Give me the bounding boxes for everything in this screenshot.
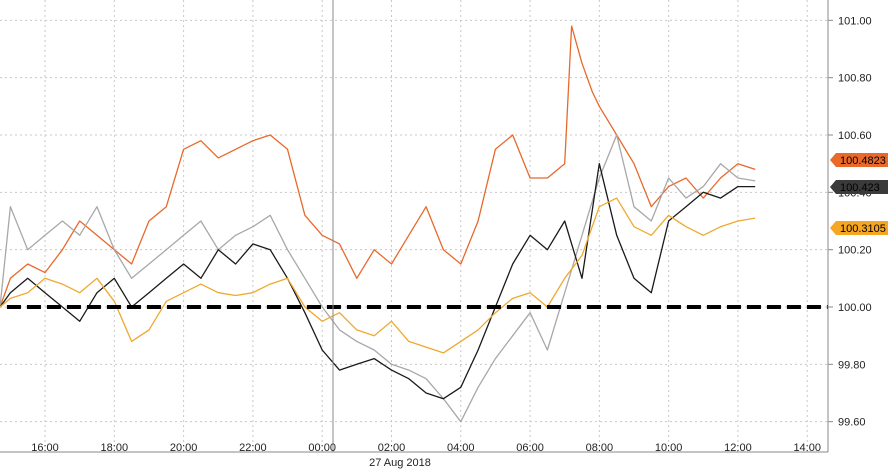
x-tick-label: 12:00 [724, 442, 752, 454]
tag-gold: 100.3105 [830, 221, 888, 235]
x-tick-label: 10:00 [655, 442, 683, 454]
series-line-3 [0, 197, 756, 354]
x-tick-label: 02:00 [378, 442, 406, 454]
y-tick-label: 100.60 [838, 130, 872, 142]
series-lines [0, 25, 756, 423]
tag-gold-label: 100.3105 [840, 223, 886, 235]
x-tick-label: 18:00 [101, 442, 129, 454]
y-tick-label: 100.00 [838, 302, 872, 314]
x-tick-label: 06:00 [516, 442, 544, 454]
date-label: 27 Aug 2018 [369, 457, 431, 469]
y-tick-label: 101.00 [838, 15, 872, 27]
x-tick-label: 08:00 [586, 442, 614, 454]
y-tick-label: 100.80 [838, 73, 872, 85]
tag-dark-shape [830, 180, 888, 194]
series-line-1 [0, 134, 756, 423]
series-line-0 [0, 25, 756, 308]
tag-orange-label: 100.4823 [840, 155, 886, 167]
x-tick-label: 22:00 [239, 442, 267, 454]
y-tick-label: 99.60 [838, 417, 866, 429]
axes: 99.6099.80100.00100.20100.40100.60100.80… [0, 0, 872, 454]
x-tick-label: 16:00 [31, 442, 59, 454]
y-tick-label: 100.20 [838, 245, 872, 257]
tag-orange: 100.4823 [830, 153, 888, 167]
x-tick-label: 04:00 [447, 442, 475, 454]
tag-orange-shape [830, 153, 888, 167]
x-tick-label: 00:00 [308, 442, 336, 454]
grid-lines [0, 0, 828, 452]
tag-dark: 100.423 [830, 180, 888, 194]
last-value-tags: 100.4823 100.423 100.3105 [830, 153, 888, 235]
tag-gold-shape [830, 221, 888, 235]
y-tick-label: 99.80 [838, 359, 866, 371]
series-line-2 [0, 163, 756, 400]
tag-dark-label: 100.423 [840, 182, 880, 194]
x-tick-label: 14:00 [793, 442, 821, 454]
x-tick-label: 20:00 [170, 442, 198, 454]
